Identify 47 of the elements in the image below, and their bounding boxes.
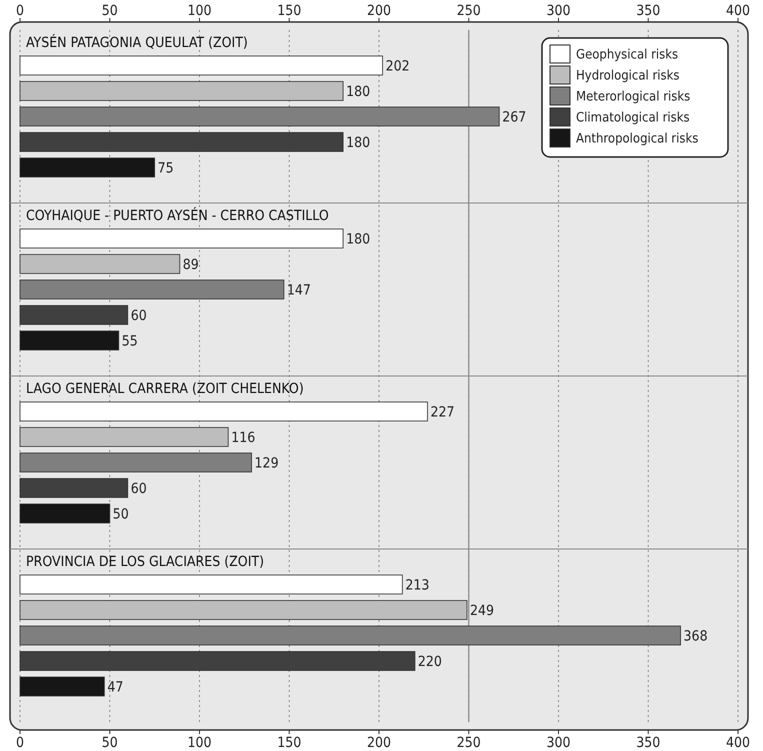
x2-tick-label: 200 xyxy=(366,734,392,751)
x2-tick-label: 100 xyxy=(187,734,212,751)
x-tick-label: 300 xyxy=(546,3,571,19)
data-label: 220 xyxy=(418,654,442,670)
data-label: 202 xyxy=(386,58,410,74)
data-label: 213 xyxy=(405,577,430,594)
legend-label: Geophysical risks xyxy=(576,48,678,63)
data-label: 249 xyxy=(470,602,494,619)
data-label: 47 xyxy=(107,679,124,696)
x2-tick-label: 150 xyxy=(277,734,302,751)
x2-tick-label: 300 xyxy=(546,734,571,751)
data-label: 116 xyxy=(231,430,256,446)
legend-label: Climatological risks xyxy=(576,110,690,126)
x-tick-label: 100 xyxy=(187,3,212,19)
x-tick-label: 150 xyxy=(277,3,302,19)
y-tick-label: COYHAIQUE - PUERTO AYSÉN - CERRO CASTILLO xyxy=(26,207,329,224)
legend-label: Anthropological risks xyxy=(576,132,698,147)
data-label: 180 xyxy=(346,134,370,151)
data-label: 227 xyxy=(430,404,455,420)
legend-label: Hydrological risks xyxy=(576,68,680,84)
data-label: 75 xyxy=(158,160,174,176)
x-tick-label: 50 xyxy=(102,3,118,19)
x2-tick-label: 250 xyxy=(456,734,481,751)
data-label: 129 xyxy=(254,455,279,472)
x2-tick-label: 400 xyxy=(726,734,750,751)
y-tick-label: AYSÉN PATAGONIA QUEULAT (ZOIT) xyxy=(26,34,248,51)
data-label: 60 xyxy=(130,480,147,497)
data-label: 180 xyxy=(346,231,370,248)
x2-tick-label: 350 xyxy=(636,734,660,751)
data-label: 180 xyxy=(346,84,370,100)
data-label: 60 xyxy=(130,308,147,324)
y-tick-label: LAGO GENERAL CARRERA (ZOIT CHELENKO) xyxy=(26,381,304,397)
data-label: 368 xyxy=(684,628,708,644)
x2-tick-label: 0 xyxy=(16,734,24,751)
y-tick-label: PROVINCIA DE LOS GLACIARES (ZOIT) xyxy=(26,554,264,570)
data-label: 147 xyxy=(286,282,311,298)
x-tick-label: 400 xyxy=(726,3,750,19)
data-label: 55 xyxy=(122,333,138,350)
x-tick-label: 350 xyxy=(636,3,660,19)
x-tick-label: 200 xyxy=(366,3,392,19)
data-label: 89 xyxy=(182,256,199,273)
data-label: 50 xyxy=(112,506,129,522)
x-tick-label: 250 xyxy=(456,3,481,19)
x2-tick-label: 50 xyxy=(102,734,118,751)
legend-label: Meterorlogical risks xyxy=(576,90,690,105)
x-tick-label: 0 xyxy=(16,3,24,19)
data-label: 267 xyxy=(502,109,526,126)
